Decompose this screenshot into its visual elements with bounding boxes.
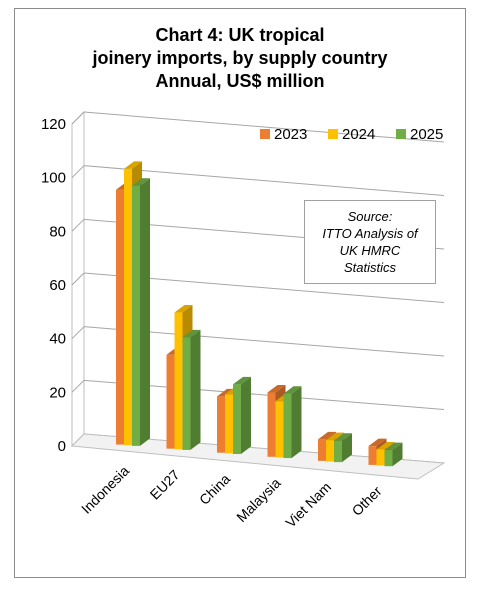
bar-side [342,433,352,463]
x-tick-label: Malaysia [233,475,284,526]
y-tick-label: 20 [49,384,66,401]
x-tick-label: China [196,471,233,508]
legend-swatch-2025 [396,129,406,139]
bar-2023-viet-nam [318,439,326,461]
legend-swatch-2024 [328,129,338,139]
bar-2024-other [376,449,385,466]
bar-top [267,384,286,393]
bar-2024-eu27 [174,312,183,450]
bar-2025-china [233,384,241,455]
bar-2023-other [368,446,377,465]
bar-2023-malaysia [267,392,276,457]
gridline-side [71,272,85,286]
x-tick-label: EU27 [147,466,183,502]
legend-swatch-2023 [260,129,270,139]
y-tick-label: 40 [49,331,66,348]
gridline [83,165,445,196]
bar-2023-indonesia [116,189,124,445]
gridline-side [71,111,85,125]
bar-2025-eu27 [182,337,191,450]
bar-top [124,161,142,169]
gridline-side [71,326,85,340]
x-tick-label: Viet Nam [282,479,334,531]
source-note: Source: ITTO Analysis of UK HMRC Statist… [304,200,436,284]
y-tick-label: 100 [41,170,66,187]
bar-top [182,329,201,338]
legend-label: 2025 [410,126,443,143]
bar-top [384,442,403,451]
y-tick-label: 80 [49,223,66,240]
y-tick-label: 120 [41,116,66,133]
bar-top [283,386,302,394]
bar-2024-china [225,394,233,454]
bar-top [233,376,251,385]
bar-2023-china [217,396,225,453]
bar-side [190,329,201,450]
bar-top [132,178,150,186]
chart-title: Chart 4: UK tropical joinery imports, by… [92,25,388,91]
gridline-side [71,379,85,393]
legend-label: 2024 [342,126,375,143]
x-tick-label: Other [349,483,385,519]
gridline [83,111,445,143]
bar-2024-malaysia [275,401,284,458]
bar-top [174,305,193,313]
bar-side [140,178,150,446]
bar-2025-malaysia [283,393,292,459]
x-tick-label: Indonesia [78,462,132,516]
bar-top [368,438,387,447]
bar-top [326,432,344,441]
gridline-side [71,165,85,179]
bar-2025-viet-nam [334,440,342,463]
bar-side [241,376,251,455]
bar-top [334,433,352,441]
bar-2024-viet-nam [326,440,334,462]
legend-label: 2023 [274,126,307,143]
bar-top [318,431,336,440]
bar-2023-eu27 [166,354,175,449]
y-tick-label: 60 [49,277,66,294]
gridline-side [71,218,85,232]
bar-2024-indonesia [124,168,132,446]
bar-2025-indonesia [132,185,140,446]
bar-top [376,442,395,450]
bar-side [392,442,403,467]
bar-2025-other [384,450,393,467]
y-tick-label: 0 [58,438,66,455]
bar-side [291,386,302,459]
